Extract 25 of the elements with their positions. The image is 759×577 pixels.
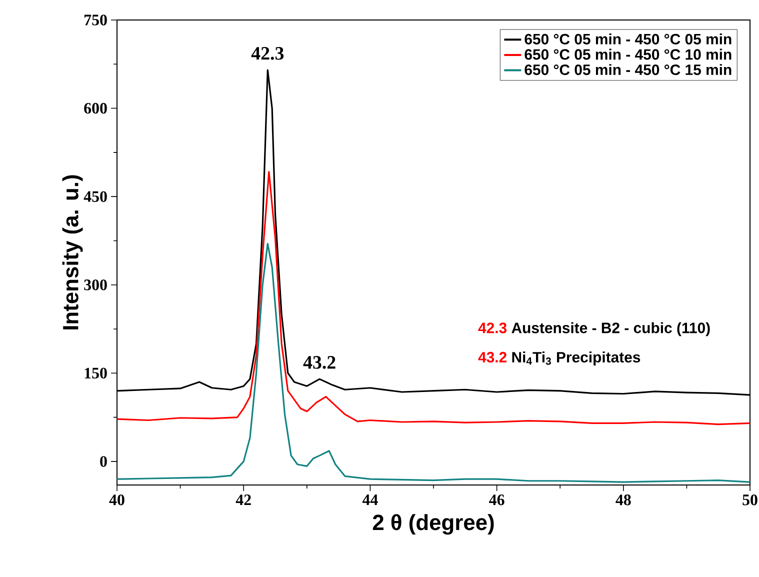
x-tick-label: 40 — [109, 494, 124, 506]
legend-label: 650 °C 05 min - 450 °C 05 min — [524, 33, 732, 44]
x-tick-label: 46 — [489, 494, 504, 506]
line-series — [117, 171, 750, 426]
y-tick-label: 0 — [100, 456, 107, 467]
y-tick-label: 450 — [84, 191, 107, 202]
annotation: Austensite - B2 - cubic (110) — [512, 322, 710, 336]
annotation: 42.3 — [478, 322, 507, 334]
y-tick-label: 150 — [84, 368, 107, 379]
y-tick-label: 750 — [84, 14, 107, 26]
y-axis-title: Intensity (a. u.) — [62, 175, 83, 330]
annotation: Ni$_{4}$Ti$_{3}$ Precipitates — [512, 352, 640, 366]
y-tick-label: 600 — [84, 102, 107, 114]
annotation: 43.2 — [303, 356, 336, 369]
x-tick-label: 48 — [616, 494, 631, 506]
legend-label: 650 °C 05 min - 450 °C 10 min — [524, 48, 732, 60]
x-tick-label: 44 — [362, 494, 378, 505]
x-tick-label: 42 — [236, 494, 251, 506]
x-tick-label: 50 — [742, 494, 758, 506]
legend-label: 650 °C 05 min - 450 °C 15 min — [524, 64, 732, 76]
line-series — [117, 242, 750, 483]
annotation: 43.2 — [478, 352, 506, 363]
y-tick-label: 300 — [84, 279, 107, 290]
x-axis-title: 2 θ (degree) — [372, 514, 494, 535]
annotation: 42.3 — [251, 47, 284, 60]
